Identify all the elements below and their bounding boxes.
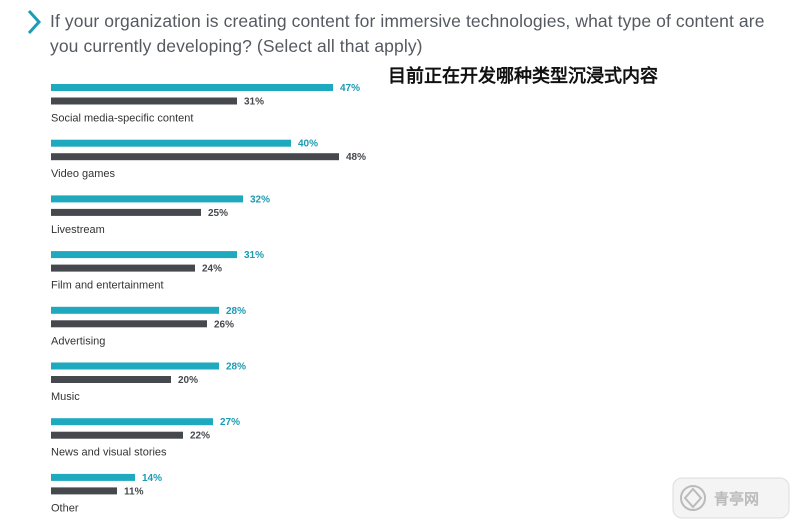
survey-question: If your organization is creating content… [50, 11, 765, 56]
category-label: Other [51, 502, 79, 514]
chinese-title: 目前正在开发哪种类型沉浸式内容 [388, 66, 658, 87]
bar-value-label: 24% [202, 264, 222, 275]
bar-value-label: 31% [244, 97, 264, 108]
bar-series-1 [51, 473, 135, 481]
bar-series-2 [51, 153, 339, 161]
bar-value-label: 11% [124, 486, 144, 497]
bar-value-label: 32% [250, 194, 270, 205]
bar-series-2 [51, 264, 195, 272]
bar-value-label: 31% [244, 250, 264, 261]
bar-value-label: 27% [220, 417, 240, 428]
category-label: Social media-specific content [51, 113, 193, 125]
bar-series-1 [51, 195, 243, 203]
bar-value-label: 14% [142, 473, 162, 484]
bar-series-2 [51, 376, 171, 383]
category-label: News and visual stories [51, 447, 167, 459]
bar-value-label: 48% [346, 152, 366, 163]
bar-series-1 [51, 418, 213, 426]
category-label: Video games [51, 168, 116, 180]
bar-series-1 [51, 306, 219, 314]
bar-series-1 [51, 139, 291, 147]
bar-value-label: 25% [208, 208, 228, 219]
bar-series-2 [51, 431, 183, 439]
bar-series-1 [51, 251, 237, 259]
watermark-text: 青亭网 [714, 490, 759, 508]
bar-value-label: 47% [340, 83, 360, 94]
watermark-logo: 青亭网 [672, 477, 790, 519]
bar-value-label: 28% [226, 362, 246, 373]
chevron-right-icon [27, 9, 42, 35]
bar-series-2 [51, 487, 117, 495]
bar-series-2 [51, 97, 237, 105]
bar-series-1 [51, 362, 219, 370]
category-label: Advertising [51, 335, 105, 347]
bar-value-label: 28% [226, 306, 246, 317]
bar-series-2 [51, 208, 201, 216]
category-label: Livestream [51, 224, 105, 236]
bar-series-1 [51, 84, 333, 91]
bar-value-label: 20% [178, 375, 198, 386]
bar-series-2 [51, 320, 207, 328]
category-label: Music [51, 391, 80, 403]
category-label: Film and entertainment [51, 280, 164, 292]
bar-value-label: 22% [190, 431, 210, 442]
bar-value-label: 40% [298, 139, 318, 150]
bar-value-label: 26% [214, 319, 234, 330]
